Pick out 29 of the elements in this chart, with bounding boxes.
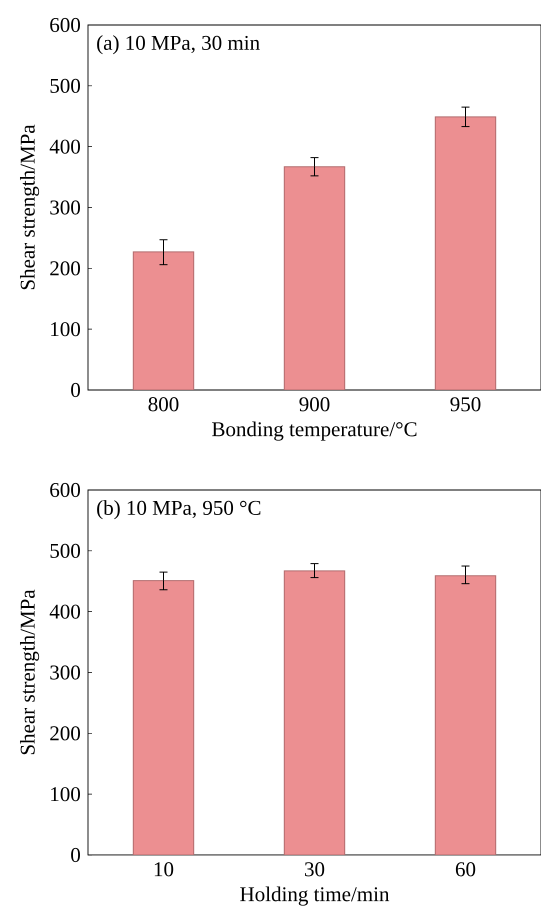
x-tick-label: 10 [154, 862, 174, 876]
y-axis-title: Shear strength/MPa [20, 590, 40, 754]
y-tick-label: 600 [50, 482, 80, 498]
x-tick-label: 60 [456, 862, 476, 876]
y-tick-label: 300 [50, 200, 80, 215]
y-tick-label: 0 [71, 848, 80, 862]
y-tick-label: 500 [50, 544, 80, 558]
y-tick-label: 200 [50, 261, 80, 276]
y-axis-title: Shear strength/MPa [20, 124, 40, 290]
y-tick-label: 0 [71, 382, 80, 398]
y-tick-label: 400 [50, 140, 80, 154]
annotation: (a) 10 MPa, 30 min [97, 35, 260, 54]
x-tick-label: 30 [305, 862, 324, 876]
x-axis-title: Holding time/min [240, 886, 390, 906]
x-tick-label: 900 [299, 397, 330, 412]
y-tick-label: 600 [50, 18, 80, 32]
x-axis-title: Bonding temperature/°C [212, 422, 416, 441]
x-tick-label: 800 [148, 397, 178, 412]
annotation: (b) 10 MPa, 950 °C [97, 500, 260, 520]
y-tick-label: 100 [51, 322, 80, 336]
y-tick-label: 100 [51, 787, 80, 802]
bar [434, 116, 496, 390]
y-tick-label: 400 [50, 604, 80, 619]
y-tick-label: 500 [50, 78, 80, 93]
y-tick-label: 200 [50, 726, 80, 740]
bar [132, 251, 194, 390]
y-tick-label: 300 [50, 665, 80, 680]
bar [284, 166, 346, 390]
x-tick-label: 950 [450, 397, 480, 412]
